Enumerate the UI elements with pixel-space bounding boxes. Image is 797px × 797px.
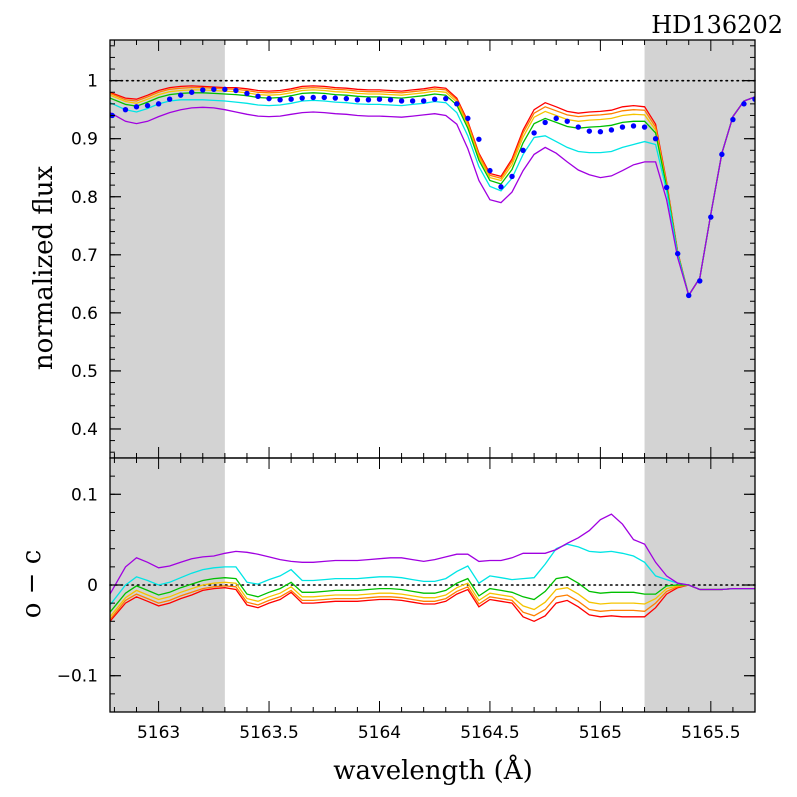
observed-point: [608, 127, 615, 133]
observed-point: [564, 118, 570, 124]
observed-point: [454, 101, 460, 107]
observed-point: [487, 167, 493, 174]
y-tick-label: 0.7: [71, 246, 98, 266]
observed-point: [200, 87, 206, 93]
series-line-5: [110, 543, 755, 606]
observed-point: [719, 151, 725, 158]
series-group: [110, 513, 755, 623]
series-group: [110, 85, 755, 299]
observed-point: [443, 95, 449, 102]
star-title: HD136202: [651, 11, 783, 39]
observed-point: [288, 96, 294, 102]
observed-point: [465, 115, 471, 122]
observed-point: [708, 214, 714, 220]
bottom-ylabel: o − c: [17, 550, 47, 619]
observed-point: [189, 89, 195, 95]
bottom-panel: −0.1 0 0.1 5163 5163.5 5164 5164.5 5165 5165.5: [57, 457, 756, 743]
series-line-4: [110, 576, 755, 613]
observed-point: [354, 97, 361, 103]
series-line-1: [110, 85, 755, 298]
observed-point: [122, 106, 129, 113]
observed-point: [266, 95, 272, 102]
observed-point: [652, 135, 659, 142]
x-tick-label: 5163: [137, 723, 180, 743]
observed-point: [619, 124, 626, 130]
series-line-2: [110, 86, 755, 298]
y-tick-label: 0.1: [71, 485, 98, 505]
y-tick-label: 1: [87, 72, 98, 92]
observed-point: [476, 136, 482, 142]
observed-point: [166, 96, 173, 102]
series-line-4: [110, 92, 755, 298]
observed-point: [531, 130, 537, 136]
series-line-1: [110, 584, 755, 623]
observed-point: [663, 184, 670, 191]
observed-point: [255, 93, 261, 100]
observed-point: [730, 116, 736, 123]
series-line-6: [110, 96, 755, 297]
x-tick-label: 5164.5: [460, 723, 519, 743]
shaded-region: [110, 40, 225, 458]
observed-point: [432, 96, 438, 102]
observed-point: [177, 92, 184, 98]
y-tick-label: 0: [87, 576, 98, 596]
series-line-2: [110, 584, 755, 620]
observed-point: [741, 101, 747, 107]
observed-point: [553, 115, 559, 122]
observed-point: [222, 86, 228, 93]
observed-point: [332, 95, 339, 101]
observed-point: [310, 94, 316, 101]
observed-point: [697, 278, 703, 284]
y-tick-label: −0.1: [57, 667, 98, 687]
observed-point: [674, 250, 681, 257]
observed-point: [155, 101, 162, 107]
y-tick-label: 0.8: [71, 188, 98, 208]
observed-point: [575, 124, 581, 130]
series-line-3: [110, 89, 755, 298]
shaded-region: [644, 40, 755, 458]
observed-point: [509, 173, 515, 180]
observed-point: [752, 96, 755, 102]
x-tick-label: 5163.5: [239, 723, 298, 743]
observed-point: [387, 97, 394, 103]
top-panel: 0.4 0.5 0.6 0.7 0.8 0.9 1: [71, 39, 756, 459]
observed-point: [233, 87, 239, 94]
y-tick-label: 0.4: [71, 420, 98, 440]
plot-layers: 0.4 0.5 0.6 0.7 0.8 0.9 1 −0.1 0 0.1 5163 5163.5 516…: [57, 39, 756, 743]
observed-point: [211, 86, 217, 93]
observed-point: [586, 128, 593, 134]
observed-point: [409, 98, 416, 104]
series-line-6: [110, 513, 755, 595]
observed-point: [343, 95, 350, 102]
observed-point: [144, 102, 151, 109]
observed-point: [520, 147, 526, 154]
observed-point: [542, 119, 548, 126]
observed-point: [630, 123, 637, 129]
observed-point: [277, 97, 283, 103]
observed-point: [321, 94, 327, 101]
observed-point: [398, 98, 405, 104]
observed-point: [133, 104, 140, 110]
observed-point: [498, 184, 504, 190]
observed-point: [376, 96, 383, 102]
observed-point: [365, 97, 372, 103]
observed-point: [244, 90, 250, 97]
y-tick-label: 0.5: [71, 362, 98, 382]
observed-point: [641, 124, 648, 130]
observed-point: [597, 129, 604, 135]
x-tick-label: 5165.5: [681, 723, 740, 743]
observed-point: [686, 292, 692, 299]
y-tick-label: 0.6: [71, 304, 98, 324]
x-tick-label: 5165: [579, 723, 622, 743]
observed-point: [420, 98, 427, 104]
observed-point: [299, 95, 305, 101]
xlabel: wavelength (Å): [333, 754, 532, 786]
x-tick-label: 5164: [358, 723, 401, 743]
series-line-3: [110, 581, 755, 618]
y-tick-label: 0.9: [71, 130, 98, 150]
top-ylabel: normalized flux: [29, 165, 59, 370]
